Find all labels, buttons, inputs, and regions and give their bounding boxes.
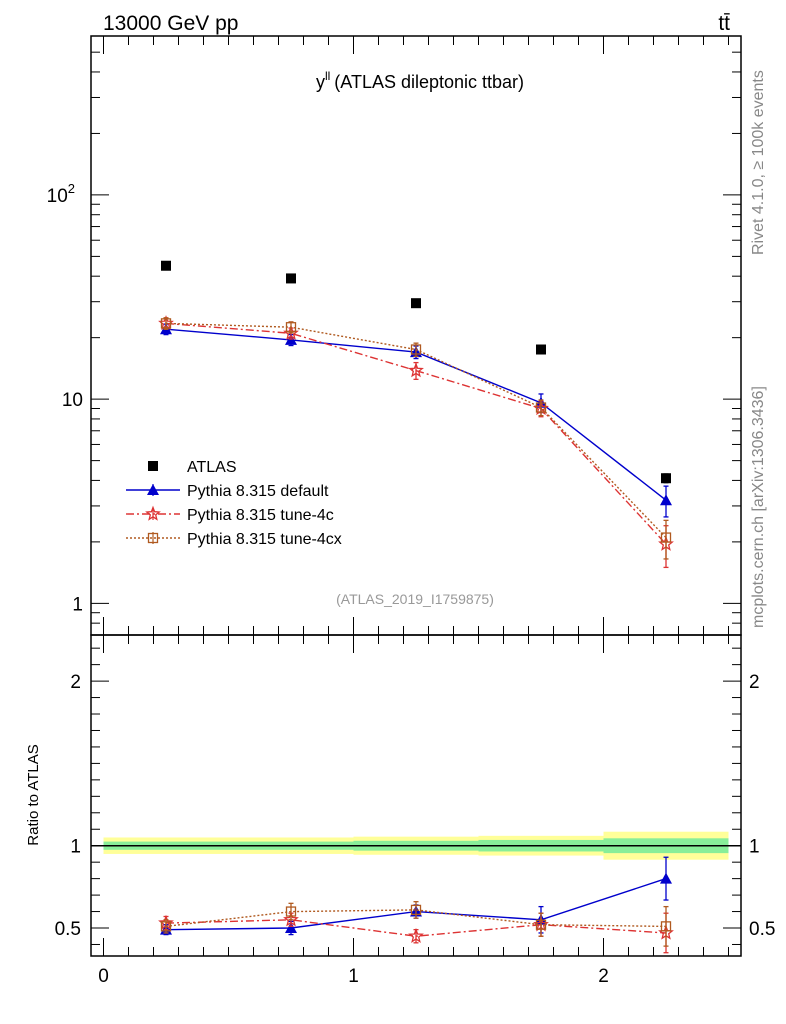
series-line-2 [165, 322, 667, 545]
data-point-3 [285, 906, 297, 917]
data-point-0 [161, 260, 171, 271]
title-variable-superscript: ll [325, 69, 330, 83]
data-point-3 [535, 919, 547, 930]
ratio-y-tick-label-right: 2 [749, 672, 760, 693]
x-tick-label: 1 [348, 966, 359, 987]
rivet-label: Rivet 4.1.0, ≥ 100k events [750, 70, 767, 255]
data-point-3 [660, 532, 672, 543]
ratio-panel: 0 1 2 0.5 0.5 1 1 2 2 [55, 634, 775, 987]
data-point-2 [283, 911, 299, 927]
data-point-2 [408, 362, 424, 378]
ratio-y-tick-label: 1 [70, 837, 81, 858]
y-tick-label: 102 [47, 181, 75, 207]
ratio-y-tick-label: 0.5 [55, 919, 81, 940]
ratio-y-tick-label-right: 0.5 [749, 919, 775, 940]
y-tick-label: 10 [62, 390, 83, 411]
legend-label-1: Pythia 8.315 default [187, 483, 329, 500]
data-point-0 [411, 298, 421, 309]
data-point-0 [286, 273, 296, 284]
legend-marker-3 [147, 532, 159, 544]
title-text: (ATLAS dileptonic ttbar) [334, 72, 524, 92]
data-point-1 [285, 922, 297, 934]
ratio-y-tick-label-right: 1 [749, 837, 760, 858]
header-process-label: tt̄ [718, 12, 730, 35]
x-tick-label: 0 [98, 966, 109, 987]
data-point-3 [160, 921, 172, 932]
legend: ATLAS Pythia 8.315 default Pythia 8.315 tu… [126, 459, 342, 548]
data-point-3 [160, 318, 172, 329]
legend-marker-1 [147, 484, 159, 495]
ratio-y-tick-label: 2 [70, 672, 81, 693]
data-point-0 [536, 344, 546, 355]
ratio-frame [90, 634, 742, 957]
data-point-3 [660, 921, 672, 932]
data-point-3 [535, 402, 547, 413]
ratio-ylabel: Ratio to ATLAS [25, 744, 42, 845]
data-point-3 [285, 322, 297, 333]
data-point-2 [408, 927, 424, 943]
title-variable: y [316, 72, 325, 92]
data-point-1 [660, 494, 672, 506]
plot-title: yll (ATLAS dileptonic ttbar) [316, 69, 524, 92]
legend-marker-0 [148, 461, 158, 471]
y-tick-label: 1 [72, 594, 83, 615]
data-point-1 [660, 872, 672, 884]
legend-label-3: Pythia 8.315 tune-4cx [187, 531, 342, 548]
x-tick-label: 2 [598, 966, 609, 987]
y-tick-label-superscript: 2 [68, 181, 75, 196]
data-point-3 [410, 904, 422, 916]
mcplots-label: mcplots.cern.ch [arXiv:1306.3436] [750, 386, 767, 628]
legend-label-0: ATLAS [187, 459, 237, 476]
header-collision-label: 13000 GeV pp [103, 12, 238, 35]
legend-marker-2 [145, 505, 161, 521]
main-panel: 1 10 102 [47, 35, 742, 636]
analysis-id: (ATLAS_2019_I1759875) [336, 591, 494, 607]
data-point-3 [410, 344, 422, 355]
legend-label-2: Pythia 8.315 tune-4c [187, 507, 334, 524]
data-point-0 [661, 473, 671, 484]
